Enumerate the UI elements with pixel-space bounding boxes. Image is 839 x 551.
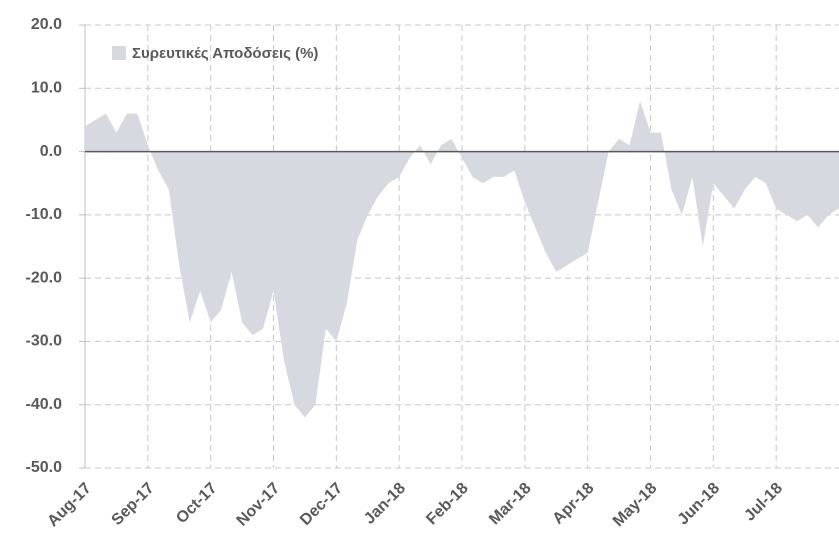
y-tick-label: -20.0 — [26, 269, 63, 286]
x-tick-label: Jan-18 — [361, 480, 409, 528]
y-tick-label: -10.0 — [26, 206, 63, 223]
x-tick-label: Apr-18 — [550, 480, 598, 528]
y-tick-label: -40.0 — [26, 396, 63, 413]
x-tick-label: Aug-17 — [44, 480, 94, 530]
legend-swatch — [112, 46, 126, 60]
x-tick-label: Dec-17 — [297, 480, 346, 529]
x-tick-label: Mar-18 — [486, 480, 535, 529]
y-tick-label: -50.0 — [26, 459, 63, 476]
x-tick-label: Feb-18 — [423, 480, 472, 529]
y-tick-label: 20.0 — [31, 16, 62, 33]
area — [85, 100, 839, 418]
x-tick-label: May-18 — [610, 480, 660, 530]
y-tick-label: 10.0 — [31, 80, 62, 97]
legend-label: Συρευτικές Αποδόσεις (%) — [132, 45, 318, 62]
y-tick-label: -30.0 — [26, 333, 63, 350]
x-tick-label: Oct-17 — [173, 480, 220, 527]
x-tick-label: Sep-17 — [109, 480, 158, 529]
x-tick-label: Jul-18 — [741, 480, 786, 525]
y-tick-label: 0.0 — [40, 143, 62, 160]
x-tick-label: Nov-17 — [234, 480, 284, 530]
x-tick-label: Jun-18 — [675, 480, 724, 529]
